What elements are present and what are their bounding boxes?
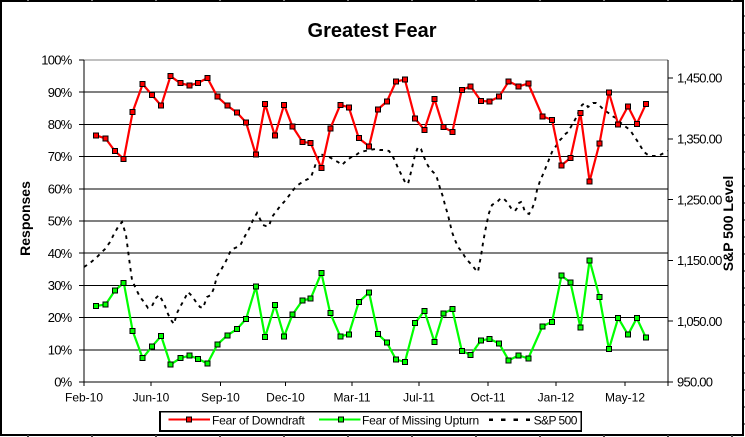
svg-text:1,350.00: 1,350.00 (677, 132, 722, 147)
svg-text:1,150.00: 1,150.00 (677, 253, 722, 268)
svg-text:Oct-11: Oct-11 (470, 391, 505, 405)
svg-text:Jun-10: Jun-10 (133, 391, 170, 405)
svg-text:1,450.00: 1,450.00 (677, 71, 722, 86)
svg-text:Responses: Responses (17, 181, 33, 256)
svg-text:Fear of Missing Upturn: Fear of Missing Upturn (362, 414, 479, 428)
svg-text:Greatest Fear: Greatest Fear (308, 20, 437, 42)
svg-text:950.00: 950.00 (677, 375, 713, 390)
svg-text:S&P 500: S&P 500 (534, 414, 578, 428)
svg-text:Jul-11: Jul-11 (403, 391, 435, 405)
svg-text:Feb-10: Feb-10 (65, 391, 103, 405)
svg-text:70%: 70% (48, 149, 73, 164)
svg-text:30%: 30% (48, 278, 73, 293)
svg-text:60%: 60% (48, 181, 73, 196)
svg-text:90%: 90% (48, 85, 73, 100)
svg-text:20%: 20% (48, 310, 73, 325)
svg-text:50%: 50% (48, 214, 73, 229)
svg-text:May-12: May-12 (605, 391, 645, 405)
svg-text:Dec-10: Dec-10 (266, 391, 305, 405)
svg-text:10%: 10% (48, 342, 73, 357)
svg-text:Sep-10: Sep-10 (201, 391, 240, 405)
svg-text:0%: 0% (54, 375, 72, 390)
svg-text:100%: 100% (41, 53, 72, 68)
svg-text:S&P 500 Level: S&P 500 Level (720, 176, 736, 271)
svg-text:40%: 40% (48, 246, 73, 261)
svg-text:80%: 80% (48, 117, 73, 132)
svg-text:1,250.00: 1,250.00 (677, 192, 722, 207)
svg-text:Mar-11: Mar-11 (333, 391, 370, 405)
svg-text:Jan-12: Jan-12 (538, 391, 575, 405)
svg-text:1,050.00: 1,050.00 (677, 314, 722, 329)
svg-text:Fear of Downdraft: Fear of Downdraft (212, 414, 306, 428)
